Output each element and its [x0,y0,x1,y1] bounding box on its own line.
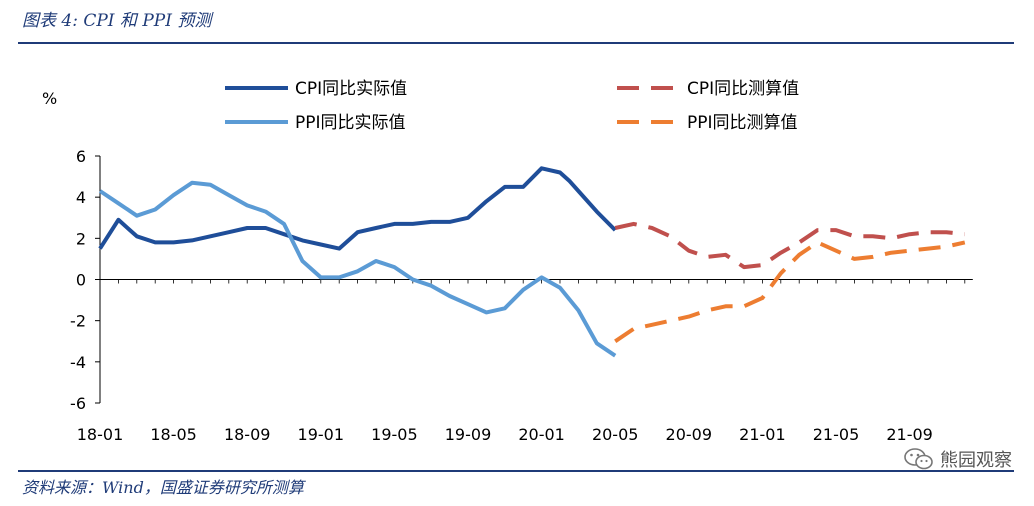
y-tick-label: 6 [76,147,86,166]
line-chart: 6 4 2 0 -2 -4 -6 18-01 18-05 18-09 19-01 19-05 19-09… [42,79,973,444]
x-tick-label: 21-01 [739,425,786,444]
y-axis-unit-label: % [42,89,57,108]
series-line-0 [98,166,617,251]
top-rule [18,42,1014,44]
x-tick-label: 21-05 [813,425,860,444]
x-tick-label: 19-01 [298,425,345,444]
x-tick-label: 18-01 [77,425,124,444]
y-tick-label: -2 [70,312,86,331]
x-tick-label: 20-01 [518,425,565,444]
series-line-1 [98,180,617,358]
x-tick-label: 21-09 [886,425,933,444]
y-tick-label: -6 [70,394,86,413]
watermark: 熊园观察 [904,446,1012,472]
y-tick-label: 2 [76,229,86,248]
x-tick-label: 19-09 [445,425,492,444]
legend-label-1: PPI同比实际值 [295,113,406,133]
x-tick-label: 20-09 [666,425,713,444]
bottom-rule [18,470,1014,472]
x-tick-label: 18-09 [224,425,271,444]
wechat-icon [904,448,933,470]
y-tick-label: -4 [70,353,86,372]
x-tick-label: 19-05 [371,425,418,444]
watermark-text: 熊园观察 [940,450,1012,471]
legend-label-2: CPI同比测算值 [687,79,799,99]
series-line-2 [614,221,966,270]
x-tick-label: 18-05 [150,425,197,444]
y-tick-label: 4 [76,188,86,207]
series-line-3 [614,240,966,343]
source-note: 资料来源：Wind，国盛证券研究所测算 [22,478,304,497]
legend-label-3: PPI同比测算值 [687,113,798,133]
legend-label-0: CPI同比实际值 [295,79,407,99]
figure-caption: 图表 4: CPI 和 PPI 预测 [22,11,212,31]
x-tick-label: 20-05 [592,425,639,444]
y-tick-label: 0 [76,271,86,290]
